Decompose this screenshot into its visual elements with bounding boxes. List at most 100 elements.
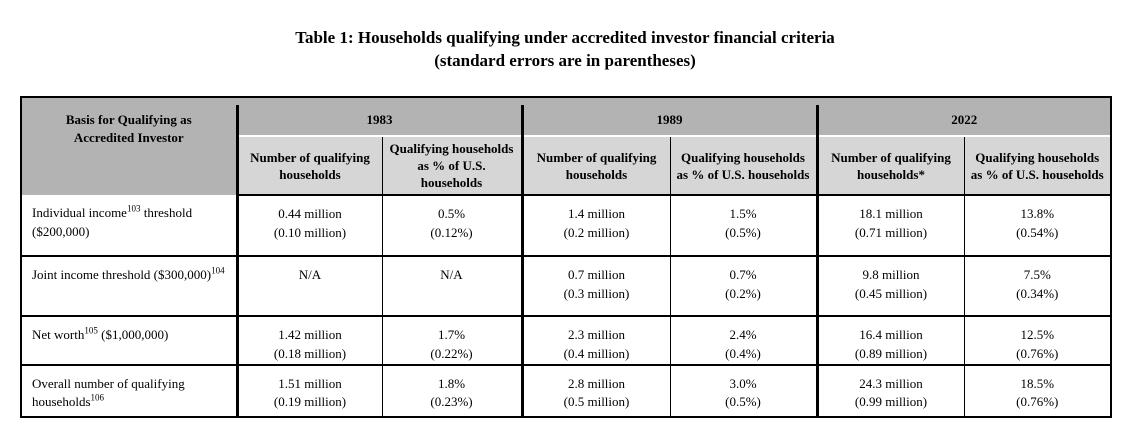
cell-1983-number: N/A [235,256,382,317]
footnote-ref-105: 105 [84,326,98,337]
table-title-line1: Table 1: Households qualifying under acc… [295,28,835,47]
row-label-text-post: threshold ($200,000) [32,205,193,239]
table-row-individual-income: Individual income103 threshold ($200,000… [22,195,1110,257]
cell-stderr: (0.89 million) [854,345,928,361]
cell-stderr: (0.5 million) [563,394,630,410]
cell-stderr: (0.3 million) [563,285,630,301]
cell-stderr: (0.45 million) [854,285,928,301]
year-header-1983: 1983 [235,105,522,137]
row-label-individual-income-threshold: Individual income103 threshold ($200,000… [22,195,239,257]
cell-2022-percent: 7.5% (0.34%) [963,256,1110,317]
cell-value: 1.42 million [278,327,342,343]
cell-value: 0.44 million [278,206,342,222]
cell-2022-percent: 13.8% (0.54%) [963,195,1110,257]
cell-value: 0.7% [729,267,757,283]
accredited-investor-table-frame: Basis for Qualifying as Accredited Inves… [20,96,1112,418]
cell-value: 16.4 million [859,327,923,343]
cell-stderr: (0.5%) [725,224,761,240]
cell-stderr: (0.4 million) [563,345,630,361]
year-header-1989: 1989 [520,105,817,137]
cell-stderr: (0.4%) [725,345,761,361]
cell-1989-number: 2.8 million (0.5 million) [520,364,670,416]
cell-1989-percent: 1.5% (0.5%) [669,195,817,257]
cell-stderr: (0.19 million) [273,394,347,410]
cell-value: 18.1 million [859,206,923,222]
cell-1983-percent: N/A [381,256,522,317]
cell-1989-percent: 3.0% (0.5%) [669,364,817,416]
cell-2022-number: 18.1 million (0.71 million) [815,195,964,257]
subheader-2022-percent: Qualifying households as % of U.S. house… [963,136,1110,197]
cell-value: 3.0% [729,375,757,391]
cell-value: N/A [298,267,322,283]
cell-2022-number: 16.4 million (0.89 million) [815,316,964,365]
cell-stderr: (0.76%) [1016,345,1059,361]
cell-value: 0.7 million [567,267,626,283]
table-row-overall-qualifying: Overall number of qualifying households1… [22,364,1110,416]
row-label-text: Joint income threshold ($300,000) [32,267,212,283]
cell-stderr: (0.54%) [1016,224,1059,240]
subheader-1983-number: Number of qualifying households [235,136,382,197]
cell-stderr: (0.34%) [1016,285,1059,301]
cell-value: 1.51 million [278,375,342,391]
cell-1989-percent: 0.7% (0.2%) [669,256,817,317]
cell-stderr: (0.5%) [725,394,761,410]
table-title: Table 1: Households qualifying under acc… [0,26,1130,72]
subheader-1983-percent: Qualifying households as % of U.S. house… [381,136,522,197]
cell-1989-number: 1.4 million (0.2 million) [520,195,670,257]
cell-value: 1.7% [437,327,466,343]
subheader-row: Number of qualifying households Qualifyi… [22,136,1110,197]
cell-value: N/A [440,267,463,283]
row-label-text: Overall number of qualifying households [32,375,185,410]
corner-header-basis-for-qualifying: Basis for Qualifying as Accredited Inves… [22,105,239,196]
footnote-ref-104: 104 [211,266,225,277]
cell-2022-number: 24.3 million (0.99 million) [815,364,964,416]
cell-1983-number: 1.42 million (0.18 million) [235,316,382,365]
year-header-row: Basis for Qualifying as Accredited Inves… [22,105,1110,196]
table-row-joint-income: Joint income threshold ($300,000)104 N/A… [22,256,1110,317]
row-label-overall-number: Overall number of qualifying households1… [22,364,239,416]
cell-2022-percent: 12.5% (0.76%) [963,316,1110,365]
row-label-text: Individual income [32,205,127,221]
cell-value: 2.4% [729,327,757,343]
cell-stderr: (0.2%) [725,285,761,301]
cell-1989-percent: 2.4% (0.4%) [669,316,817,365]
cell-1989-number: 2.3 million (0.4 million) [520,316,670,365]
cell-stderr: (0.2 million) [563,224,630,240]
cell-value: 12.5% [1020,327,1055,343]
cell-value: 24.3 million [859,375,923,391]
accredited-investor-table: Basis for Qualifying as Accredited Inves… [22,105,1110,416]
subheader-1989-number: Number of qualifying households [520,136,670,197]
cell-stderr: (0.99 million) [854,394,928,410]
row-label-joint-income-threshold: Joint income threshold ($300,000)104 [22,256,239,317]
subheader-1989-percent: Qualifying households as % of U.S. house… [669,136,817,197]
cell-value: 1.5% [729,206,757,222]
row-label-text-post: ($1,000,000) [97,327,169,343]
cell-1983-percent: 1.8% (0.23%) [381,364,522,416]
cell-stderr: (0.23%) [430,394,473,410]
cell-1983-percent: 0.5% (0.12%) [381,195,522,257]
cell-stderr: (0.18 million) [273,345,347,361]
row-label-text: Net worth [32,327,85,343]
table-row-net-worth: Net worth105 ($1,000,000) 1.42 million (0… [22,316,1110,365]
cell-stderr: (0.12%) [430,224,473,240]
table-title-line2: (standard errors are in parentheses) [434,51,696,70]
cell-1983-number: 0.44 million (0.10 million) [235,195,382,257]
table-top-strip [22,98,1110,105]
cell-value: 2.3 million [567,327,626,343]
cell-stderr: (0.71 million) [854,224,928,240]
cell-1989-number: 0.7 million (0.3 million) [520,256,670,317]
cell-value: 2.8 million [567,375,626,391]
cell-2022-number: 9.8 million (0.45 million) [815,256,964,317]
cell-value: 0.5% [437,206,466,222]
row-label-net-worth: Net worth105 ($1,000,000) [22,316,239,365]
cell-value: 1.8% [437,375,466,391]
cell-2022-percent: 18.5% (0.76%) [963,364,1110,416]
cell-stderr: (0.76%) [1016,394,1059,410]
cell-1983-percent: 1.7% (0.22%) [381,316,522,365]
cell-value: 7.5% [1023,267,1051,283]
footnote-ref-106: 106 [90,392,105,403]
cell-1983-number: 1.51 million (0.19 million) [235,364,382,416]
cell-stderr: (0.22%) [430,345,473,361]
cell-value: 1.4 million [567,206,626,222]
